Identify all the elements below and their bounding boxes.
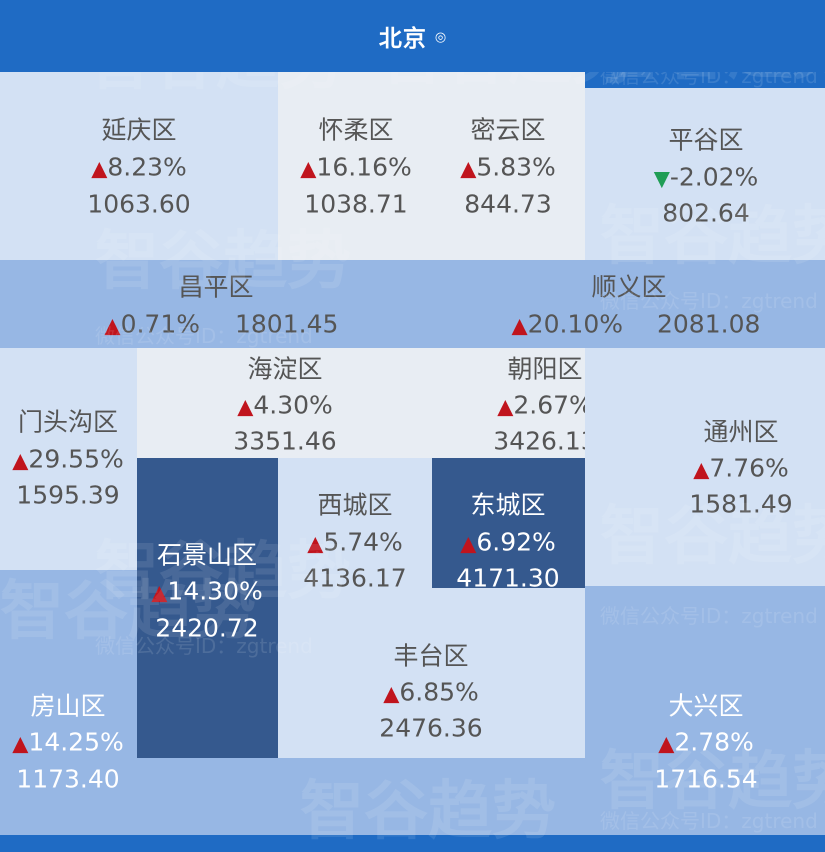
district-value: 2420.72 [155, 613, 259, 643]
change-value: 2.78% [674, 727, 754, 757]
district-name: 密云区 [470, 115, 546, 145]
district-change: ▲5.83% [460, 155, 556, 180]
down-arrow-icon: ▼ [653, 166, 670, 191]
district-change: ▲0.71% [104, 312, 200, 337]
up-arrow-icon: ▲ [383, 681, 400, 706]
up-arrow-icon: ▲ [237, 394, 254, 419]
district-name: 顺义区 [591, 272, 667, 302]
district-change: ▲14.25% [12, 730, 123, 755]
treemap-cell-0 [0, 72, 278, 260]
district-change: ▲2.67% [497, 393, 593, 418]
district-name: 东城区 [470, 490, 546, 520]
up-arrow-icon: ▲ [12, 731, 29, 756]
change-value: 6.92% [476, 527, 556, 557]
district-change: ▲6.92% [460, 530, 556, 555]
up-arrow-icon: ▲ [460, 531, 477, 556]
treemap-cell-1 [278, 72, 433, 260]
change-value: -2.02% [669, 162, 759, 192]
up-arrow-icon: ▲ [104, 313, 121, 338]
up-arrow-icon: ▲ [300, 156, 317, 181]
change-value: 6.85% [399, 677, 479, 707]
district-change: ▲2.78% [658, 730, 754, 755]
district-change: ▲4.30% [237, 393, 333, 418]
change-value: 4.30% [253, 390, 333, 420]
up-arrow-icon: ▲ [307, 531, 324, 556]
up-arrow-icon: ▲ [693, 457, 710, 482]
district-name: 昌平区 [178, 272, 254, 302]
district-value: 1716.54 [654, 764, 758, 794]
district-name: 西城区 [317, 490, 393, 520]
change-value: 29.55% [28, 444, 124, 474]
district-name: 通州区 [703, 417, 779, 447]
up-arrow-icon: ▲ [658, 731, 675, 756]
district-change: ▲14.30% [151, 579, 262, 604]
district-value: 1595.39 [16, 480, 120, 510]
up-arrow-icon: ▲ [460, 156, 477, 181]
district-name: 延庆区 [101, 115, 177, 145]
district-name: 海淀区 [247, 354, 323, 384]
treemap-filler [137, 758, 585, 835]
up-arrow-icon: ▲ [511, 313, 528, 338]
district-value: 802.64 [662, 198, 750, 228]
change-value: 2.67% [513, 390, 593, 420]
district-name: 怀柔区 [318, 115, 394, 145]
change-value: 7.76% [709, 453, 789, 483]
district-change: ▲5.74% [307, 530, 403, 555]
district-name: 门头沟区 [17, 407, 119, 437]
treemap-cell-15 [585, 586, 825, 835]
district-name: 丰台区 [393, 641, 469, 671]
district-value: 3426.13 [493, 426, 597, 456]
treemap-cell-11 [278, 458, 432, 588]
treemap-cell-2 [433, 72, 585, 260]
district-change: ▲20.10% [512, 312, 623, 337]
district-change: ▲6.85% [383, 680, 479, 705]
district-value: 1173.40 [16, 764, 120, 794]
district-change: ▲7.76% [693, 456, 789, 481]
treemap-cell-10 [137, 458, 278, 758]
change-value: 16.16% [316, 152, 412, 182]
treemap-cell-9 [585, 348, 825, 586]
treemap-cell-3 [585, 88, 825, 260]
district-value: 4171.30 [456, 563, 560, 593]
district-value: 3351.46 [233, 426, 337, 456]
header-bar: 北京 ◎ [0, 0, 825, 72]
page-title: 北京 [378, 26, 427, 52]
district-value: 1581.49 [689, 489, 793, 519]
treemap-cell-13 [278, 588, 585, 758]
district-name: 大兴区 [668, 691, 744, 721]
district-change: ▲16.16% [300, 155, 411, 180]
district-name: 朝阳区 [507, 354, 583, 384]
district-change: ▲8.23% [91, 155, 187, 180]
change-value: 0.71% [120, 309, 200, 339]
district-value: 1063.60 [87, 189, 191, 219]
change-value: 20.10% [527, 309, 623, 339]
treemap-cell-7 [137, 348, 432, 458]
up-arrow-icon: ▲ [12, 448, 29, 473]
change-value: 14.25% [28, 727, 124, 757]
district-value: 4136.17 [303, 563, 407, 593]
district-change: ▼-2.02% [654, 165, 759, 190]
location-pin-icon: ◎ [434, 30, 447, 45]
change-value: 5.74% [323, 527, 403, 557]
district-value: 2476.36 [379, 713, 483, 743]
district-value: 2081.08 [657, 309, 761, 339]
treemap-cell-5 [433, 260, 825, 348]
district-value: 1038.71 [304, 189, 408, 219]
treemap-cell-4 [0, 260, 433, 348]
change-value: 8.23% [107, 152, 187, 182]
district-change: ▲29.55% [12, 447, 123, 472]
district-value: 1801.45 [235, 309, 339, 339]
change-value: 5.83% [476, 152, 556, 182]
district-value: 844.73 [464, 189, 552, 219]
change-value: 14.30% [167, 576, 263, 606]
treemap-cell-14 [0, 570, 137, 835]
up-arrow-icon: ▲ [91, 156, 108, 181]
district-name: 房山区 [30, 691, 106, 721]
district-name: 石景山区 [156, 540, 258, 570]
up-arrow-icon: ▲ [151, 580, 168, 605]
district-name: 平谷区 [668, 125, 744, 155]
treemap-cell-6 [0, 348, 137, 570]
up-arrow-icon: ▲ [497, 394, 514, 419]
